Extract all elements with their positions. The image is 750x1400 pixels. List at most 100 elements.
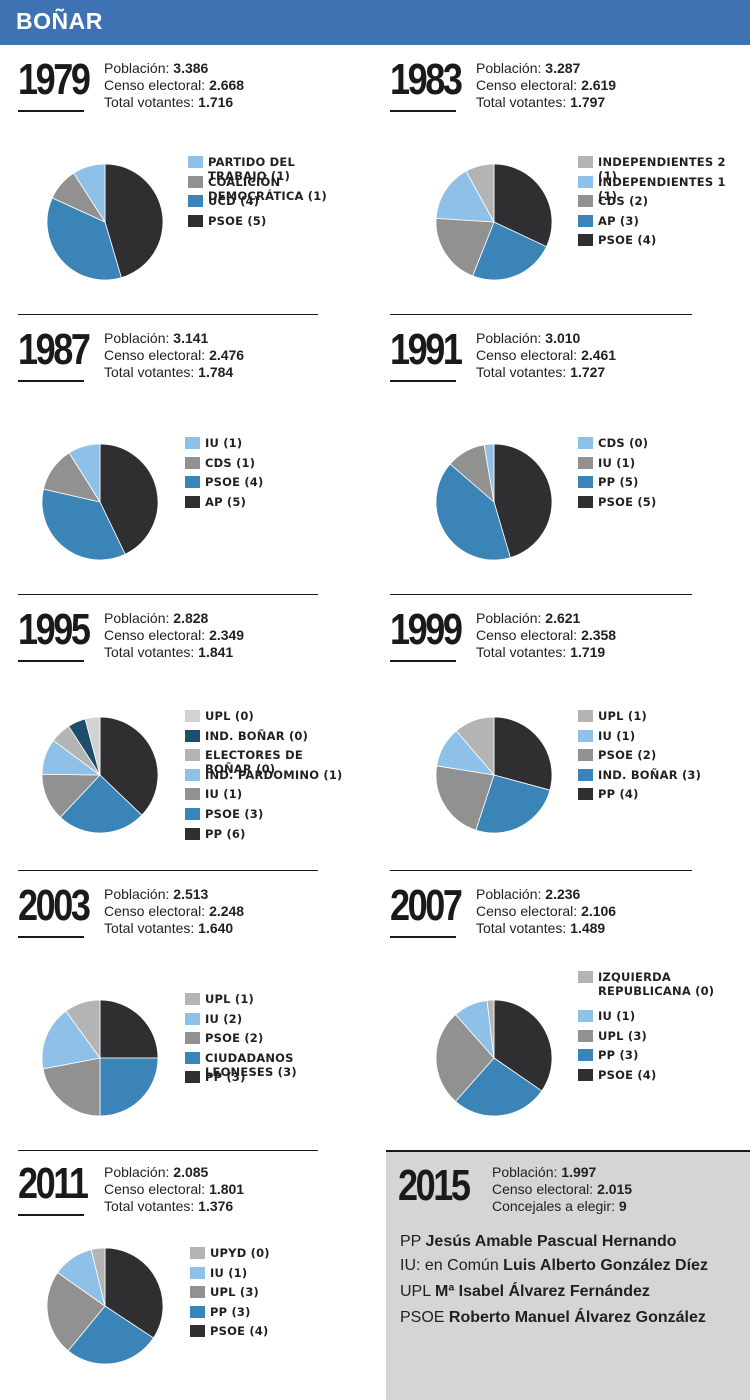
pie-slice [435,170,495,223]
legend-item: IND. BOÑAR (3) [578,768,701,788]
legend-label: IU (1) [205,436,243,450]
pie-slice [46,1272,106,1352]
legend-label: COALICIÓN DEMOCRÁTICA (1) [208,174,327,203]
legend-label: IU (1) [598,455,636,470]
legend-label: IND. BOÑAR (0) [205,728,309,743]
legend-label: PP (5) [598,475,639,490]
label-concejales: Concejales a elegir: [492,1198,615,1214]
legend-item: UPL (3) [190,1285,270,1305]
pie-slice [67,1305,154,1365]
label-censo: Censo electoral: [104,903,206,919]
page-title: BOÑAR [16,8,103,34]
value-poblacion: 3.386 [173,60,209,76]
legend-item: IND. BOÑAR (0) [185,729,345,749]
legend-swatch [188,195,203,208]
legend-swatch [190,1247,205,1259]
legend-item: IU (1) [578,729,701,749]
value-censo: 2.106 [581,903,617,919]
pie-slice [493,443,553,559]
legend-2007: IZQUIERDA REPUBLICANA (0) IU (1) UPL (3) PP… [578,970,728,1087]
label-votantes: Total votantes: [476,644,567,660]
legend-label: PP (3) [598,1048,639,1063]
legend-item: IND. PARDOMINO (1) [185,768,345,788]
legend-label: UPL (1) [205,992,255,1006]
value-votantes: 1.716 [198,94,234,110]
pie-slice [59,774,143,834]
legend-label: UPL (1) [598,709,648,723]
label-poblacion: Población: [104,610,170,626]
candidate-row: IU: en Común Luis Alberto González Díez [400,1256,708,1276]
value-poblacion: 2.621 [545,610,581,626]
legend-item: UPL (1) [578,709,701,729]
pie-slice [46,197,122,281]
year-underline [390,660,456,662]
label-censo: Censo electoral: [476,77,578,93]
legend-label: PARTIDO DEL TRABAJO (1) [208,155,295,183]
legend-swatch [578,476,593,489]
legend-item: CDS (0) [578,436,656,456]
legend-item: PSOE (5) [578,495,656,515]
legend-item: PARTIDO DEL TRABAJO (1) [188,155,348,183]
pie-slice [486,999,495,1059]
legend-label: IU (1) [598,728,636,743]
legend-label: CIUDADANOS LEONESES (3) [205,1050,297,1079]
label-censo: Censo electoral: [104,1181,206,1197]
legend-swatch [185,788,200,801]
legend-swatch [190,1266,205,1279]
label-poblacion: Población: [476,886,542,902]
pie-slice [465,163,495,223]
legend-label: PSOE (5) [208,213,267,228]
legend-swatch [185,495,200,508]
label-poblacion: Población: [476,330,542,346]
separator-rule [390,314,692,315]
legend-swatch [185,437,200,449]
label-votantes: Total votantes: [476,364,567,380]
legend-swatch [578,456,593,469]
stats-1983: Población: 3.287 Censo electoral: 2.619 To… [476,60,616,111]
pie-slice [454,1057,543,1117]
legend-label: IZQUIERDA REPUBLICANA (0) [598,970,715,998]
separator-rule [18,1150,318,1151]
legend-swatch [185,993,200,1005]
legend-swatch [190,1305,205,1318]
pie-slice [104,163,164,279]
separator-rule [390,870,692,871]
label-votantes: Total votantes: [104,1198,195,1214]
legend-swatch [185,710,200,722]
legend-item: PSOE (4) [578,1068,728,1088]
legend-item: PP (4) [578,787,701,807]
legend-1999: UPL (1) IU (1) PSOE (2) IND. BOÑAR (3) PP (4… [578,709,701,807]
pie-slice [90,1247,106,1307]
pie-chart-1999 [435,716,553,834]
legend-item: PP (3) [578,1048,728,1068]
legend-swatch [185,1071,200,1084]
year-1999: 1999 [390,605,463,654]
legend-label: CDS (0) [598,436,649,450]
legend-swatch [578,971,593,983]
legend-1983: INDEPENDIENTES 2 (1) INDEPENDIENTES 1 (1)… [578,155,738,253]
candidate-name: Roberto Manuel Álvarez González [448,1309,706,1326]
legend-item: PP (3) [185,1070,345,1090]
legend-item: IZQUIERDA REPUBLICANA (0) [578,970,728,1009]
label-poblacion: Población: [104,1164,170,1180]
legend-swatch [578,495,593,508]
legend-label: PSOE (5) [598,494,657,509]
legend-swatch [185,1012,200,1025]
separator-rule [18,594,318,595]
pie-slice [99,999,159,1059]
label-censo: Censo electoral: [476,627,578,643]
legend-item: IU (2) [185,1012,345,1032]
legend-item: CIUDADANOS LEONESES (3) [185,1051,345,1079]
legend-item: CDS (2) [578,194,738,214]
legend-label: AP (5) [205,494,247,509]
legend-swatch [578,1010,593,1022]
legend-label: PSOE (3) [205,806,264,821]
candidate-party: PSOE [400,1309,445,1326]
legend-item: AP (3) [578,214,738,234]
value-censo: 2.668 [209,77,245,93]
legend-label: IU (2) [205,1011,243,1026]
year-2003: 2003 [18,881,91,930]
pie-slice [475,774,551,834]
year-1991: 1991 [390,325,463,374]
stats-2003: Población: 2.513 Censo electoral: 2.248 To… [104,886,244,937]
